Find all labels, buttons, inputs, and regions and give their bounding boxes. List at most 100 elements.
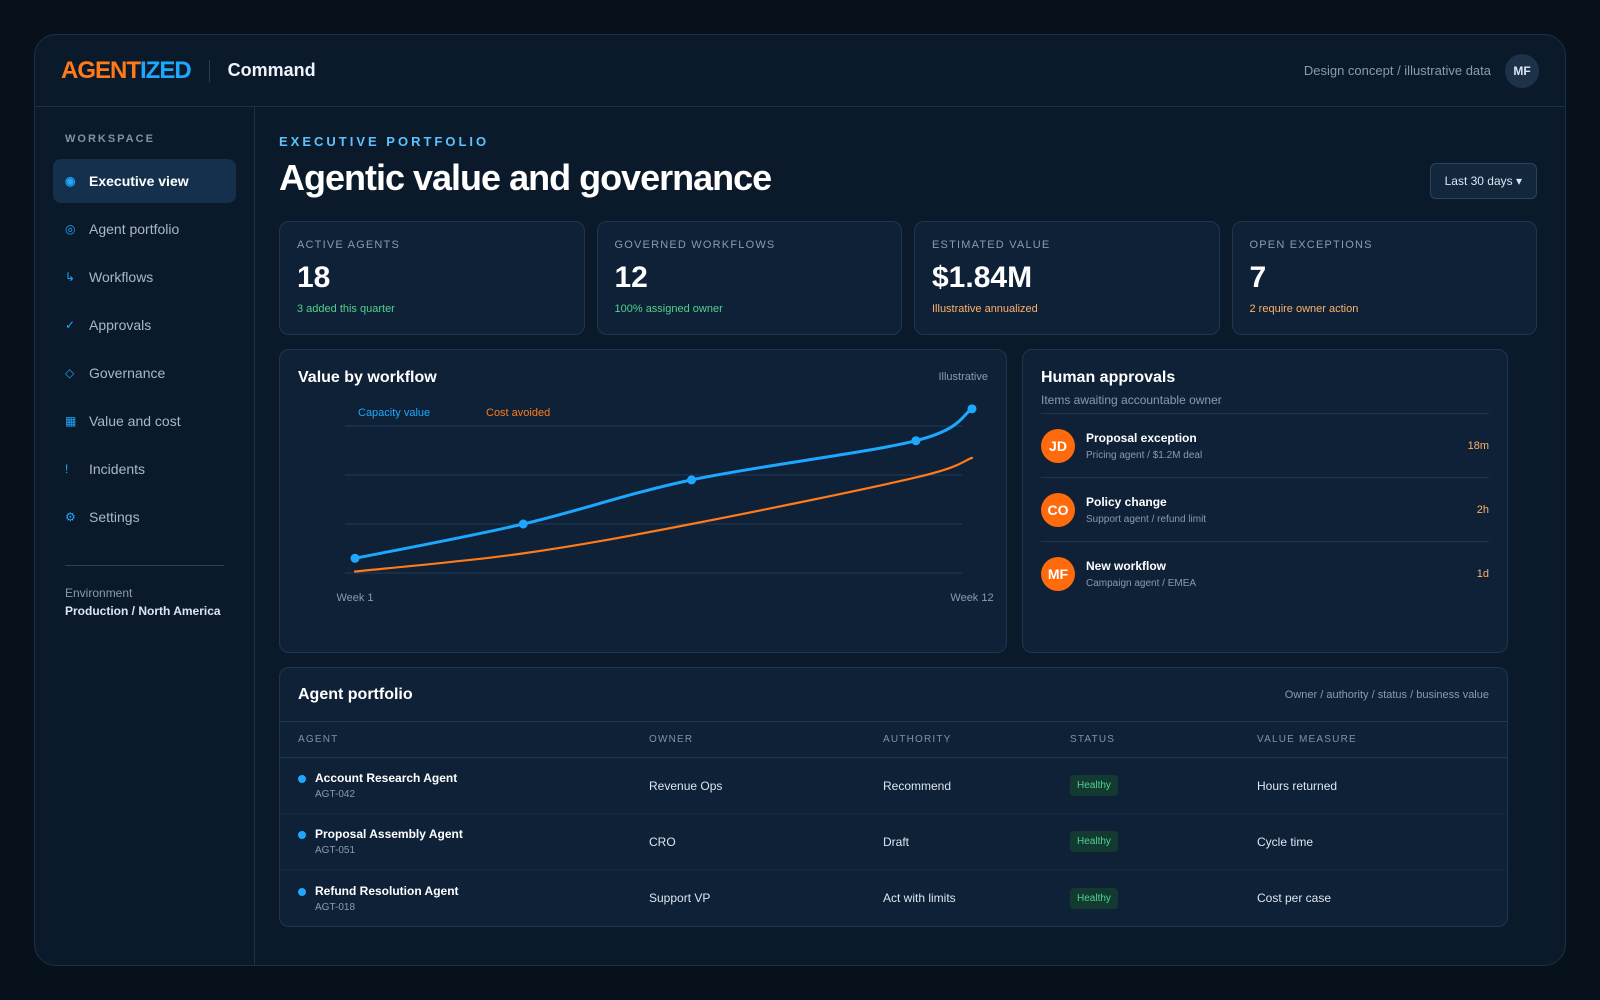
chart-title: Value by workflow xyxy=(298,369,437,386)
avatar: JD xyxy=(1041,428,1075,463)
agent-name-block: Refund Resolution Agent AGT-018 xyxy=(315,884,459,913)
kpi-label: ESTIMATED VALUE xyxy=(932,239,1051,251)
sidebar-item-workflows[interactable]: ↳ Workflows xyxy=(53,255,236,299)
column-header: AUTHORITY xyxy=(883,734,952,745)
sidebar-item-settings[interactable]: ⚙ Settings xyxy=(53,495,236,539)
sidebar-item-incidents[interactable]: ! Incidents xyxy=(53,447,236,491)
kpi-subtext: 2 require owner action xyxy=(1249,303,1359,315)
approval-title: New workflow xyxy=(1086,559,1167,573)
sidebar-item-agent-portfolio[interactable]: ◎ Agent portfolio xyxy=(53,207,236,251)
kpi-card: OPEN EXCEPTIONS 7 2 require owner action xyxy=(1231,221,1537,335)
data-point xyxy=(687,475,697,485)
user-avatar[interactable]: MF xyxy=(1505,53,1539,88)
human-approvals-card: Human approvals Items awaiting accountab… xyxy=(1022,349,1508,653)
agent-portfolio-card: Agent portfolio Owner / authority / stat… xyxy=(279,667,1508,927)
approval-list: JD Proposal exception Pricing agent / $1.2… xyxy=(1041,414,1489,606)
kpi-label: OPEN EXCEPTIONS xyxy=(1249,239,1373,251)
value-measure-cell: Cycle time xyxy=(1257,834,1314,849)
approval-text: Proposal exception Pricing agent / $1.2M … xyxy=(1086,431,1468,461)
approval-item[interactable]: CO Policy change Support agent / refund li… xyxy=(1041,478,1489,542)
brand-logo[interactable]: AGENTIZED xyxy=(61,56,192,85)
sidebar-item-label: Settings xyxy=(89,509,140,525)
table-body: Account Research Agent AGT-042 Revenue Ops… xyxy=(280,758,1507,926)
owner-cell: CRO xyxy=(649,834,676,849)
environment-label: Environment xyxy=(65,586,133,600)
x-tick-label: Week 1 xyxy=(336,592,373,604)
approval-item[interactable]: JD Proposal exception Pricing agent / $1.2… xyxy=(1041,414,1489,478)
kpi-value: 7 xyxy=(1249,261,1267,294)
data-point xyxy=(518,519,528,529)
approval-item[interactable]: MF New workflow Campaign agent / EMEA 1d xyxy=(1041,542,1489,606)
agent-name: Refund Resolution Agent xyxy=(315,883,459,898)
value-measure-cell: Cost per case xyxy=(1257,891,1332,905)
agent-name: Proposal Assembly Agent xyxy=(315,827,463,841)
chart-tag: Illustrative xyxy=(938,371,988,383)
alert-icon: ! xyxy=(65,462,69,476)
approval-description: Campaign agent / EMEA xyxy=(1086,578,1197,589)
authority-cell: Recommend xyxy=(883,778,952,793)
data-point xyxy=(911,436,921,446)
workflow-arrow-icon: ↳ xyxy=(65,270,76,284)
sidebar-item-approvals[interactable]: ✓ Approvals xyxy=(53,303,236,347)
logo-text-ized: IZED xyxy=(140,56,192,84)
column-header: VALUE MEASURE xyxy=(1257,734,1357,745)
page-eyebrow: EXECUTIVE PORTFOLIO xyxy=(279,134,490,149)
agent-name-block: Proposal Assembly Agent AGT-051 xyxy=(315,827,463,856)
logo-text-agent: AGENT xyxy=(61,56,141,84)
sidebar-divider xyxy=(65,565,224,566)
kpi-value: 12 xyxy=(614,261,648,294)
value-measure-cell: Hours returned xyxy=(1257,778,1338,793)
avatar: CO xyxy=(1041,492,1075,527)
top-bar: AGENTIZED Command Design concept / illus… xyxy=(35,35,1565,107)
sidebar-item-label: Workflows xyxy=(89,269,154,285)
logo-divider xyxy=(208,59,210,82)
sidebar-item-label: Agent portfolio xyxy=(89,221,180,237)
approval-age: 1d xyxy=(1476,568,1489,580)
kpi-card: GOVERNED WORKFLOWS 12 100% assigned owner xyxy=(596,221,902,335)
value-chart-card: Capacity value Cost avoided Week 1 Week 12 … xyxy=(279,349,1007,653)
sidebar-item-value-and-cost[interactable]: ▦ Value and cost xyxy=(53,399,236,443)
environment-value: Production / North America xyxy=(65,604,221,618)
owner-cell: Support VP xyxy=(649,891,711,905)
table-header-row: AGENT OWNER AUTHORITY STATUS VALUE MEASURE xyxy=(280,722,1507,758)
page-title: Agentic value and governance xyxy=(279,157,772,198)
portfolio-header: Agent portfolio Owner / authority / stat… xyxy=(280,668,1507,722)
approval-text: New workflow Campaign agent / EMEA xyxy=(1086,559,1477,589)
authority-cell: Act with limits xyxy=(883,891,956,905)
kpi-label: ACTIVE AGENTS xyxy=(297,239,401,251)
sidebar-item-executive-view[interactable]: ◉ Executive view xyxy=(53,159,236,203)
kpi-row: ACTIVE AGENTS 18 3 added this quarter GOVER… xyxy=(279,221,1537,335)
agent-cell: Refund Resolution Agent AGT-018 xyxy=(298,884,649,913)
owner-cell: Revenue Ops xyxy=(649,778,723,793)
date-range-select[interactable]: Last 30 days ▾ xyxy=(1429,163,1537,199)
sidebar-item-label: Governance xyxy=(89,365,166,381)
table-row[interactable]: Proposal Assembly Agent AGT-051 CRO Draft He… xyxy=(280,814,1507,870)
x-tick-label: Week 12 xyxy=(950,592,993,604)
status-cell: Healthy xyxy=(1070,831,1257,852)
data-point xyxy=(967,404,977,414)
status-cell: Healthy xyxy=(1070,887,1257,909)
app-name: Command xyxy=(227,60,316,80)
approval-age: 18m xyxy=(1467,439,1489,452)
sidebar-item-label: Executive view xyxy=(89,173,189,189)
sidebar-item-label: Value and cost xyxy=(89,413,181,429)
kpi-value: $1.84M xyxy=(932,261,1033,294)
data-point xyxy=(350,553,360,563)
portfolio-meta: Owner / authority / status / business va… xyxy=(1284,688,1489,701)
diamond-icon: ◇ xyxy=(65,366,75,380)
check-icon: ✓ xyxy=(65,318,76,332)
kpi-value: 18 xyxy=(297,261,331,294)
status-badge: Healthy xyxy=(1070,775,1118,796)
table-row[interactable]: Refund Resolution Agent AGT-018 Support VP… xyxy=(280,870,1507,926)
sidebar-item-label: Approvals xyxy=(89,317,152,333)
portfolio-icon: ◎ xyxy=(65,222,76,236)
approval-description: Support agent / refund limit xyxy=(1086,513,1207,525)
kpi-subtext: Illustrative annualized xyxy=(932,303,1038,315)
kpi-card: ESTIMATED VALUE $1.84M Illustrative annual… xyxy=(914,221,1220,335)
series-line-cost-avoided xyxy=(353,456,974,573)
sidebar-item-governance[interactable]: ◇ Governance xyxy=(53,351,236,395)
table-row[interactable]: Account Research Agent AGT-042 Revenue Ops… xyxy=(280,758,1507,814)
approvals-title: Human approvals xyxy=(1041,369,1176,386)
status-dot xyxy=(298,887,306,896)
portfolio-title: Agent portfolio xyxy=(298,685,413,703)
